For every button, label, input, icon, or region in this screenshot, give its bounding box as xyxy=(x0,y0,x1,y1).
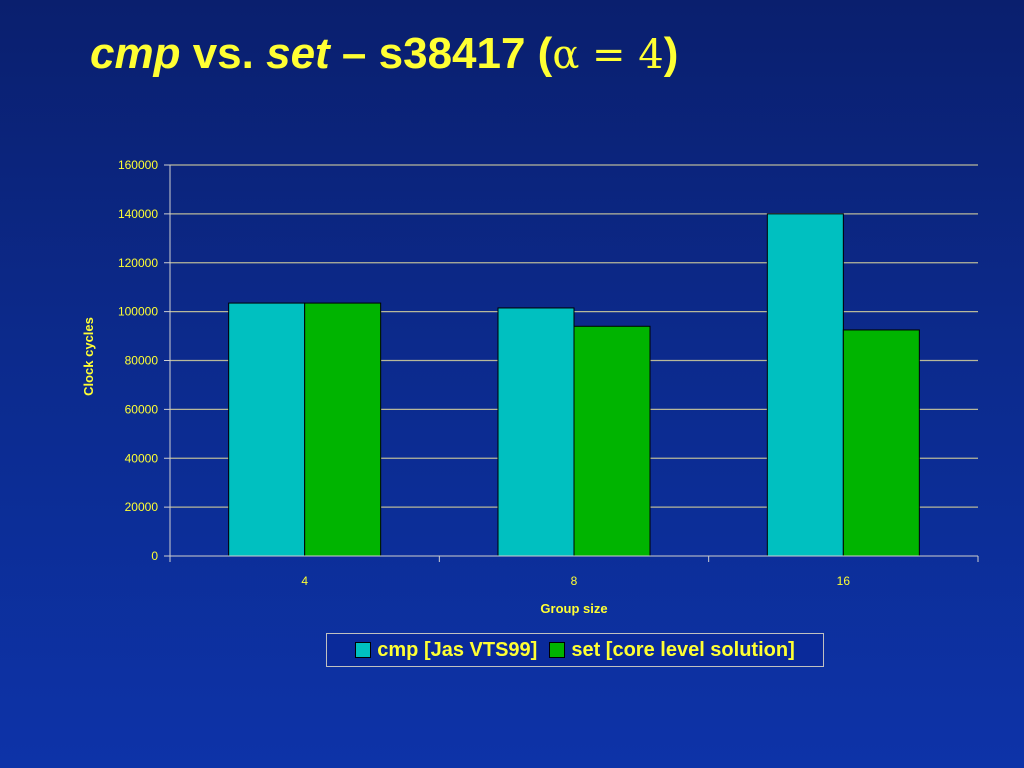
bar-cmp-8 xyxy=(497,307,575,557)
x-tick-label: 16 xyxy=(837,574,851,588)
title-cmp: cmp xyxy=(90,29,181,78)
chart-legend: cmp [Jas VTS99] set [core level solution… xyxy=(326,633,824,667)
legend-swatch-set xyxy=(549,642,566,658)
legend-item-cmp: cmp [Jas VTS99] xyxy=(355,639,537,662)
legend-swatch-cmp xyxy=(355,642,372,658)
legend-label-set: set [core level solution] xyxy=(571,638,795,661)
y-tick-label: 140000 xyxy=(118,207,158,221)
y-tick-label: 0 xyxy=(151,549,158,563)
y-tick-label: 60000 xyxy=(125,402,159,416)
bar-cmp-4 xyxy=(228,302,306,557)
title-math: α = 4 xyxy=(552,32,664,78)
title-rest: – s38417 ( xyxy=(329,29,553,78)
x-tick-label: 4 xyxy=(301,574,308,588)
title-vs: vs. xyxy=(180,29,267,78)
legend-item-set: set [core level solution] xyxy=(549,638,795,662)
slide-title: cmp vs. set – s38417 (α = 4) xyxy=(90,29,679,78)
bar-cmp-16 xyxy=(766,213,844,557)
bar-set-8 xyxy=(573,325,651,557)
x-tick-label: 8 xyxy=(571,574,578,588)
bar-set-16 xyxy=(842,329,920,557)
title-set: set xyxy=(266,29,330,78)
y-tick-label: 40000 xyxy=(125,451,159,465)
y-tick-label: 100000 xyxy=(118,305,158,319)
y-axis-title: Clock cycles xyxy=(81,317,96,396)
y-tick-label: 160000 xyxy=(118,158,158,172)
y-tick-label: 80000 xyxy=(125,354,159,368)
title-close: ) xyxy=(663,29,679,78)
x-axis-title: Group size xyxy=(540,601,607,616)
legend-label-cmp: cmp [Jas VTS99] xyxy=(377,638,538,661)
y-tick-label: 120000 xyxy=(118,256,158,270)
y-tick-label: 20000 xyxy=(125,500,159,514)
bar-set-4 xyxy=(304,302,382,557)
